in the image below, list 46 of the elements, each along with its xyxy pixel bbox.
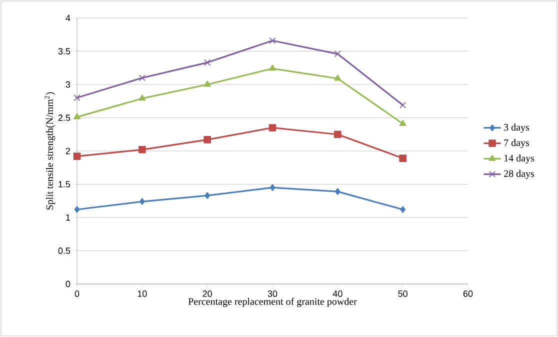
point [334, 188, 340, 196]
x-tick-label: 50 [398, 290, 408, 297]
y-axis-title: Split tensile strength(N/mm$^{2}$) [44, 92, 56, 210]
point [334, 130, 342, 138]
y-tick-label: 2 [66, 148, 70, 154]
point [334, 50, 341, 58]
x-axis-title: Percentage replacement of granite powder [188, 298, 357, 307]
point [399, 120, 406, 126]
x-tick-label: 30 [268, 290, 278, 297]
point [138, 146, 146, 154]
point [270, 184, 276, 192]
x-tick-label: 40 [332, 290, 342, 297]
legend-label: 14 days [504, 154, 534, 164]
point [74, 206, 80, 213]
point [268, 124, 276, 132]
y-tick-label: 1.5 [58, 181, 70, 188]
legend-label: 3 days [504, 124, 530, 133]
point [204, 192, 210, 199]
point [269, 37, 276, 44]
x-tick-label: 60 [463, 290, 473, 297]
point [269, 64, 276, 71]
legend-label: 28 days [504, 170, 534, 180]
point [400, 206, 406, 213]
y-tick-label: 0.5 [58, 248, 70, 254]
y-tick-label: 3.5 [58, 48, 70, 54]
y-tick-label: 0 [66, 280, 70, 288]
point [139, 198, 145, 205]
x-tick-label: 10 [138, 290, 147, 297]
point [74, 113, 80, 120]
y-tick-label: 3 [66, 81, 70, 88]
y-tick-label: 1 [66, 214, 70, 221]
point [204, 59, 211, 66]
y-tick-label: 2.5 [58, 114, 70, 121]
point [204, 136, 211, 144]
point [400, 102, 406, 108]
point [334, 74, 342, 81]
y-tick-label: 4 [66, 14, 70, 22]
x-tick-label: 20 [202, 290, 212, 297]
point [138, 94, 146, 101]
x-tick-label: 0 [74, 290, 80, 297]
point [73, 152, 81, 160]
point [138, 74, 146, 82]
point [74, 94, 80, 102]
point [399, 154, 406, 162]
point [204, 80, 211, 87]
legend-label: 7 days [504, 139, 530, 148]
